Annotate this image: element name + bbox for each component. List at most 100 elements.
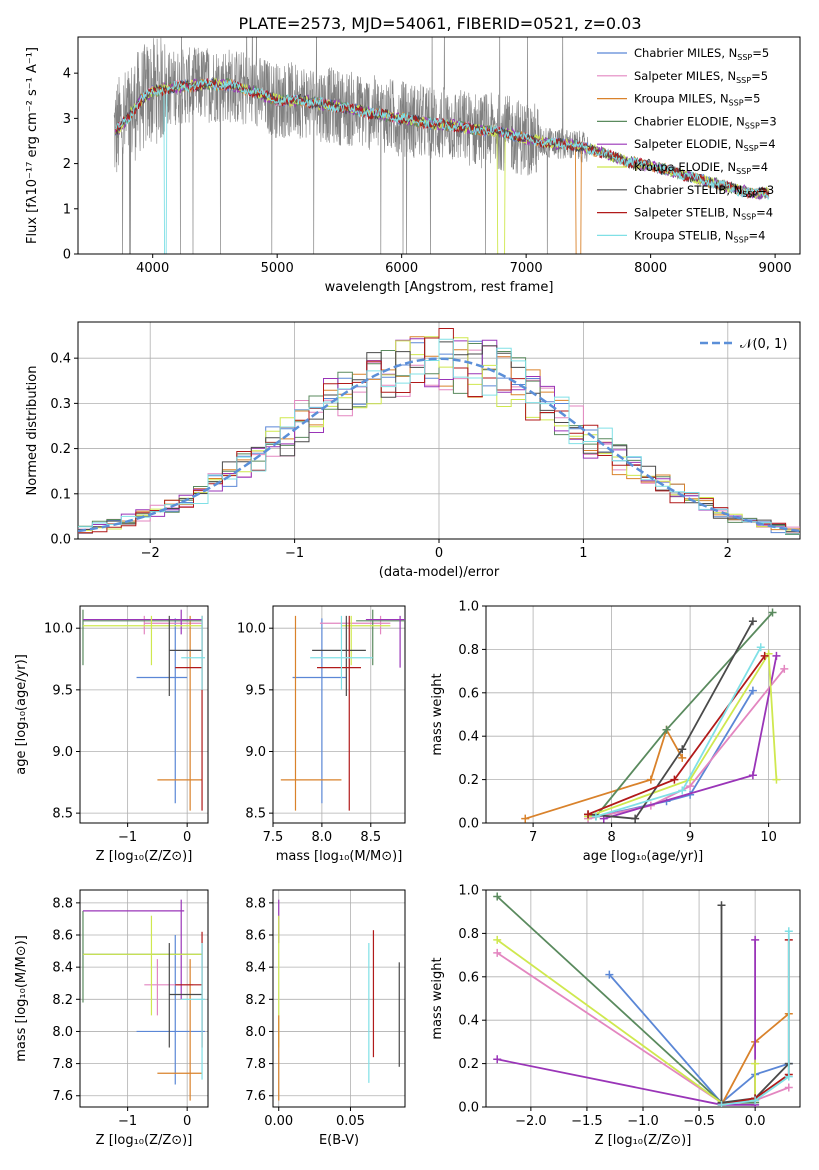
y-tick-label: 0.4 [50, 352, 71, 367]
legend-label: Chabrier STELIB, N [634, 183, 742, 197]
legend-entry-krou_stelib: Kroupa STELIB, NSSP=4 [634, 228, 765, 244]
x-tick-label: 7.5 [263, 830, 284, 845]
x-axis-label: (data-model)/error [379, 565, 500, 580]
y-tick-label: 7.8 [52, 1057, 73, 1072]
series-line-krou_elodie [587, 650, 778, 818]
panel-mw_z: −2.0 −1.5 −1.0 −0.5 0.0 0.0 0.2 0.4 0.6 0.8 1.0 Z [… [430, 884, 801, 1148]
legend: 𝒩(0, 1) [700, 337, 787, 352]
plot-area [113, 37, 770, 254]
y-tick-label: 8.8 [245, 896, 266, 911]
y-tick-label: 9.0 [52, 745, 73, 760]
data-point-krou_stelib [751, 1096, 760, 1105]
legend-value: =4 [749, 228, 766, 242]
y-tick-label: 8.5 [52, 807, 73, 822]
legend-entry-salp_stelib: Salpeter STELIB, NSSP=4 [634, 206, 773, 222]
x-tick-label: 0.05 [336, 1114, 365, 1129]
histogram-krou_stelib [78, 338, 800, 535]
data-point-krou_miles [646, 775, 655, 784]
y-tick-label: 10.0 [44, 622, 73, 637]
y-tick-label: 9.5 [52, 683, 73, 698]
x-tick-label: 8000 [634, 261, 667, 276]
legend-label: Kroupa ELODIE, N [634, 160, 736, 174]
data-point-salp_stelib [760, 651, 769, 660]
y-tick-label: 8.2 [52, 993, 73, 1008]
y-axis-label: mass [log₁₀(M/M⊙)] [14, 935, 29, 1062]
legend-entry-salp_elodie: Salpeter ELODIE, NSSP=4 [634, 137, 776, 153]
y-tick-label: 0.2 [50, 442, 71, 457]
x-tick-label: −0.5 [683, 1114, 715, 1129]
data-point-krou_stelib [756, 643, 765, 652]
data-point-chab_stelib [717, 901, 726, 910]
x-tick-label: 6000 [385, 261, 418, 276]
legend-entry-chab_miles: Chabrier MILES, NSSP=5 [634, 46, 769, 62]
legend-entry-chab_stelib: Chabrier STELIB, NSSP=3 [634, 183, 774, 199]
data-point-krou_stelib [591, 812, 600, 821]
plot-area [278, 899, 400, 1101]
legend-entry-chab_elodie: Chabrier ELODIE, NSSP=3 [634, 114, 777, 130]
y-axis-label: mass weight [430, 957, 445, 1039]
y-tick-label: 4 [63, 67, 71, 82]
data-point-chab_elodie [493, 892, 502, 901]
data-point-salp_elodie [772, 651, 781, 660]
data-point-chab_elodie [768, 608, 777, 617]
plot-area [521, 608, 789, 823]
plot-area [82, 899, 206, 1101]
model-spectrum-krou_stelib [114, 78, 770, 254]
y-tick-label: 7.6 [245, 1089, 266, 1104]
y-tick-label: 8.4 [245, 961, 266, 976]
axes-frame [485, 605, 801, 824]
y-tick-label: 2 [63, 157, 71, 172]
x-tick-label: 0.0 [745, 1114, 766, 1129]
y-tick-label: 8.6 [245, 929, 266, 944]
plot-area [493, 892, 793, 1107]
data-point-salp_miles [493, 948, 502, 957]
series-line-salp_miles [587, 668, 786, 820]
axes-frame [272, 605, 406, 824]
y-tick-label: 0.6 [458, 970, 479, 985]
legend-value: =5 [744, 92, 761, 106]
legend-subscript: SSP [745, 121, 760, 130]
data-point-krou_elodie [751, 1059, 760, 1068]
x-axis-label: Z [log₁₀(Z/Z⊙)] [96, 849, 193, 864]
x-tick-label: 0 [183, 830, 191, 845]
data-point-salp_elodie [748, 771, 757, 780]
x-tick-label: −1.0 [627, 1114, 659, 1129]
x-tick-label: 7000 [510, 261, 543, 276]
y-tick-label: 8.5 [245, 807, 266, 822]
series-line-salp_elodie [497, 939, 756, 1106]
series-line-krou_elodie [496, 939, 756, 1104]
y-tick-label: 8.8 [52, 896, 73, 911]
legend-entry-salp_miles: Salpeter MILES, NSSP=5 [634, 69, 768, 85]
legend-value: =3 [760, 114, 777, 128]
y-tick-label: 0.1 [50, 487, 71, 502]
y-tick-label: 0.2 [458, 1057, 479, 1072]
y-tick-label: 0.4 [458, 1014, 479, 1029]
legend-subscript: SSP [741, 213, 756, 222]
y-tick-label: 0.2 [458, 773, 479, 788]
y-tick-label: 1.0 [458, 884, 479, 899]
x-tick-label: 9 [686, 830, 694, 845]
y-tick-label: 3 [63, 112, 71, 127]
legend-label-gaussian: 𝒩(0, 1) [740, 337, 787, 352]
legend-label: Kroupa STELIB, N [634, 228, 734, 242]
data-point-krou_stelib [678, 786, 687, 795]
data-point-krou_stelib [784, 1072, 793, 1081]
plot-area [78, 328, 800, 535]
legend-value: =4 [751, 160, 768, 174]
x-axis-label: wavelength [Angstrom, rest frame] [325, 280, 554, 295]
y-tick-label: 0 [63, 248, 71, 263]
data-point-krou_elodie [493, 935, 502, 944]
x-tick-label: −1 [118, 1114, 137, 1129]
y-tick-label: 7.6 [52, 1089, 73, 1104]
y-tick-label: 0.4 [458, 730, 479, 745]
panel-age_mass: 7.5 8.0 8.5 8.5 9.0 9.5 10.0 mass [log₁₀(M/M⊙)] [237, 605, 406, 864]
data-point-krou_stelib [784, 927, 793, 936]
series-line-chab_stelib [720, 905, 790, 1104]
legend-entry-krou_elodie: Kroupa ELODIE, NSSP=4 [634, 160, 768, 176]
legend-label: Kroupa MILES, N [634, 92, 729, 106]
y-tick-label: 1 [63, 202, 71, 217]
histogram-salp_stelib [78, 328, 800, 534]
legend-subscript: SSP [729, 99, 744, 108]
x-axis-label: age [log₁₀(age/yr)] [583, 849, 704, 864]
y-tick-label: 7.8 [245, 1057, 266, 1072]
